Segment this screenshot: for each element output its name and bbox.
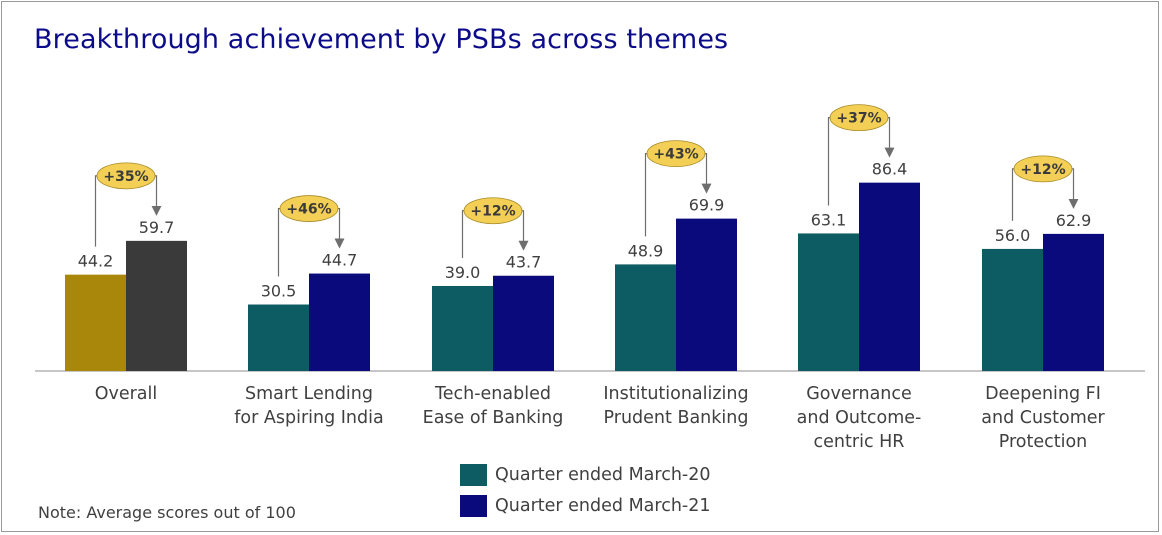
legend-item-march-20: Quarter ended March-20 — [460, 462, 711, 488]
growth-connector-0 — [94, 175, 97, 247]
growth-arrow-4 — [884, 117, 895, 158]
category-label-line: Governance — [806, 384, 912, 404]
growth-badge-label-2: +12% — [470, 204, 515, 220]
bar-march-20-4 — [798, 233, 859, 371]
chart-title: Breakthrough achievement by PSBs across … — [34, 24, 729, 55]
category-label-line: and Outcome- — [796, 408, 922, 428]
growth-connector-5 — [1011, 168, 1014, 221]
value-label-march-20-3: 48.9 — [628, 241, 664, 260]
growth-badge-3 — [646, 140, 706, 168]
growth-connector-3 — [644, 153, 647, 237]
bar-march-21-4 — [859, 182, 920, 371]
value-label-march-21-4: 86.4 — [872, 160, 908, 179]
growth-badge-5 — [1013, 155, 1073, 183]
growth-connector-1 — [277, 207, 280, 277]
category-label-1: Smart Lending for Aspiring India — [214, 382, 404, 430]
bar-march-21-1 — [309, 273, 370, 371]
growth-badge-1 — [279, 195, 339, 222]
growth-connector-4 — [827, 117, 830, 206]
category-label-line: Tech-enabled — [435, 384, 551, 404]
legend-item-march-21: Quarter ended March-21 — [460, 493, 711, 519]
category-label-line: and Customer — [981, 408, 1105, 428]
growth-arrow-0 — [151, 175, 162, 216]
growth-badge-4 — [829, 104, 889, 132]
growth-arrow-1 — [334, 207, 345, 249]
value-label-march-20-1: 30.5 — [261, 282, 297, 301]
value-label-march-21-5: 62.9 — [1056, 211, 1092, 230]
bar-march-20-1 — [248, 304, 309, 371]
bar-march-21-5 — [1043, 233, 1104, 371]
growth-connector-2 — [461, 210, 464, 258]
category-label-line: for Aspiring India — [234, 408, 384, 428]
legend-swatch-march-21 — [460, 495, 487, 517]
category-label-line: Overall — [94, 384, 158, 404]
bar-march-20-5 — [982, 248, 1043, 371]
growth-arrow-3 — [701, 153, 712, 194]
value-label-march-21-2: 43.7 — [506, 253, 542, 272]
value-label-march-21-3: 69.9 — [689, 196, 725, 215]
growth-badge-label-4: +37% — [836, 111, 881, 127]
bar-march-20-3 — [615, 264, 676, 371]
category-label-line: Deepening FI — [985, 384, 1101, 404]
growth-badge-label-1: +46% — [286, 202, 331, 218]
category-label-line: Prudent Banking — [603, 408, 749, 428]
bar-march-21-3 — [676, 218, 737, 371]
bar-march-20-0 — [65, 274, 126, 371]
growth-badge-label-0: +35% — [103, 169, 148, 185]
growth-badge-0 — [96, 162, 156, 190]
value-label-march-21-0: 59.7 — [139, 218, 175, 237]
category-label-line: Institutionalizing — [603, 384, 749, 404]
growth-arrow-2 — [518, 210, 529, 251]
bar-march-21-0 — [126, 240, 187, 371]
category-label-line: Smart Lending — [245, 384, 373, 404]
legend-swatch-march-20 — [460, 464, 487, 486]
category-label-line: Protection — [998, 432, 1088, 452]
value-label-march-20-5: 56.0 — [995, 226, 1031, 245]
bar-march-21-2 — [493, 275, 554, 371]
value-label-march-21-1: 44.7 — [322, 251, 358, 270]
growth-badge-label-5: +12% — [1020, 162, 1065, 178]
growth-badge-label-3: +43% — [653, 147, 698, 163]
legend-label-march-20: Quarter ended March-20 — [495, 465, 711, 485]
growth-badge-2 — [463, 197, 523, 225]
category-label-2: Tech-enabled Ease of Banking — [398, 382, 588, 430]
category-label-5: Deepening FI and Customer Protection — [948, 382, 1138, 454]
value-label-march-20-2: 39.0 — [445, 263, 481, 282]
bar-march-20-2 — [432, 285, 493, 371]
category-label-line: Ease of Banking — [422, 408, 564, 428]
category-label-4: Governance and Outcome-centric HR — [764, 382, 954, 454]
category-label-0: Overall — [31, 382, 221, 406]
footnote: Note: Average scores out of 100 — [38, 503, 296, 522]
growth-arrow-5 — [1068, 168, 1079, 209]
value-label-march-20-4: 63.1 — [811, 210, 847, 229]
value-label-march-20-0: 44.2 — [78, 252, 114, 271]
category-label-3: Institutionalizing Prudent Banking — [581, 382, 771, 430]
legend-label-march-21: Quarter ended March-21 — [495, 496, 711, 516]
category-label-line: centric HR — [813, 432, 905, 452]
